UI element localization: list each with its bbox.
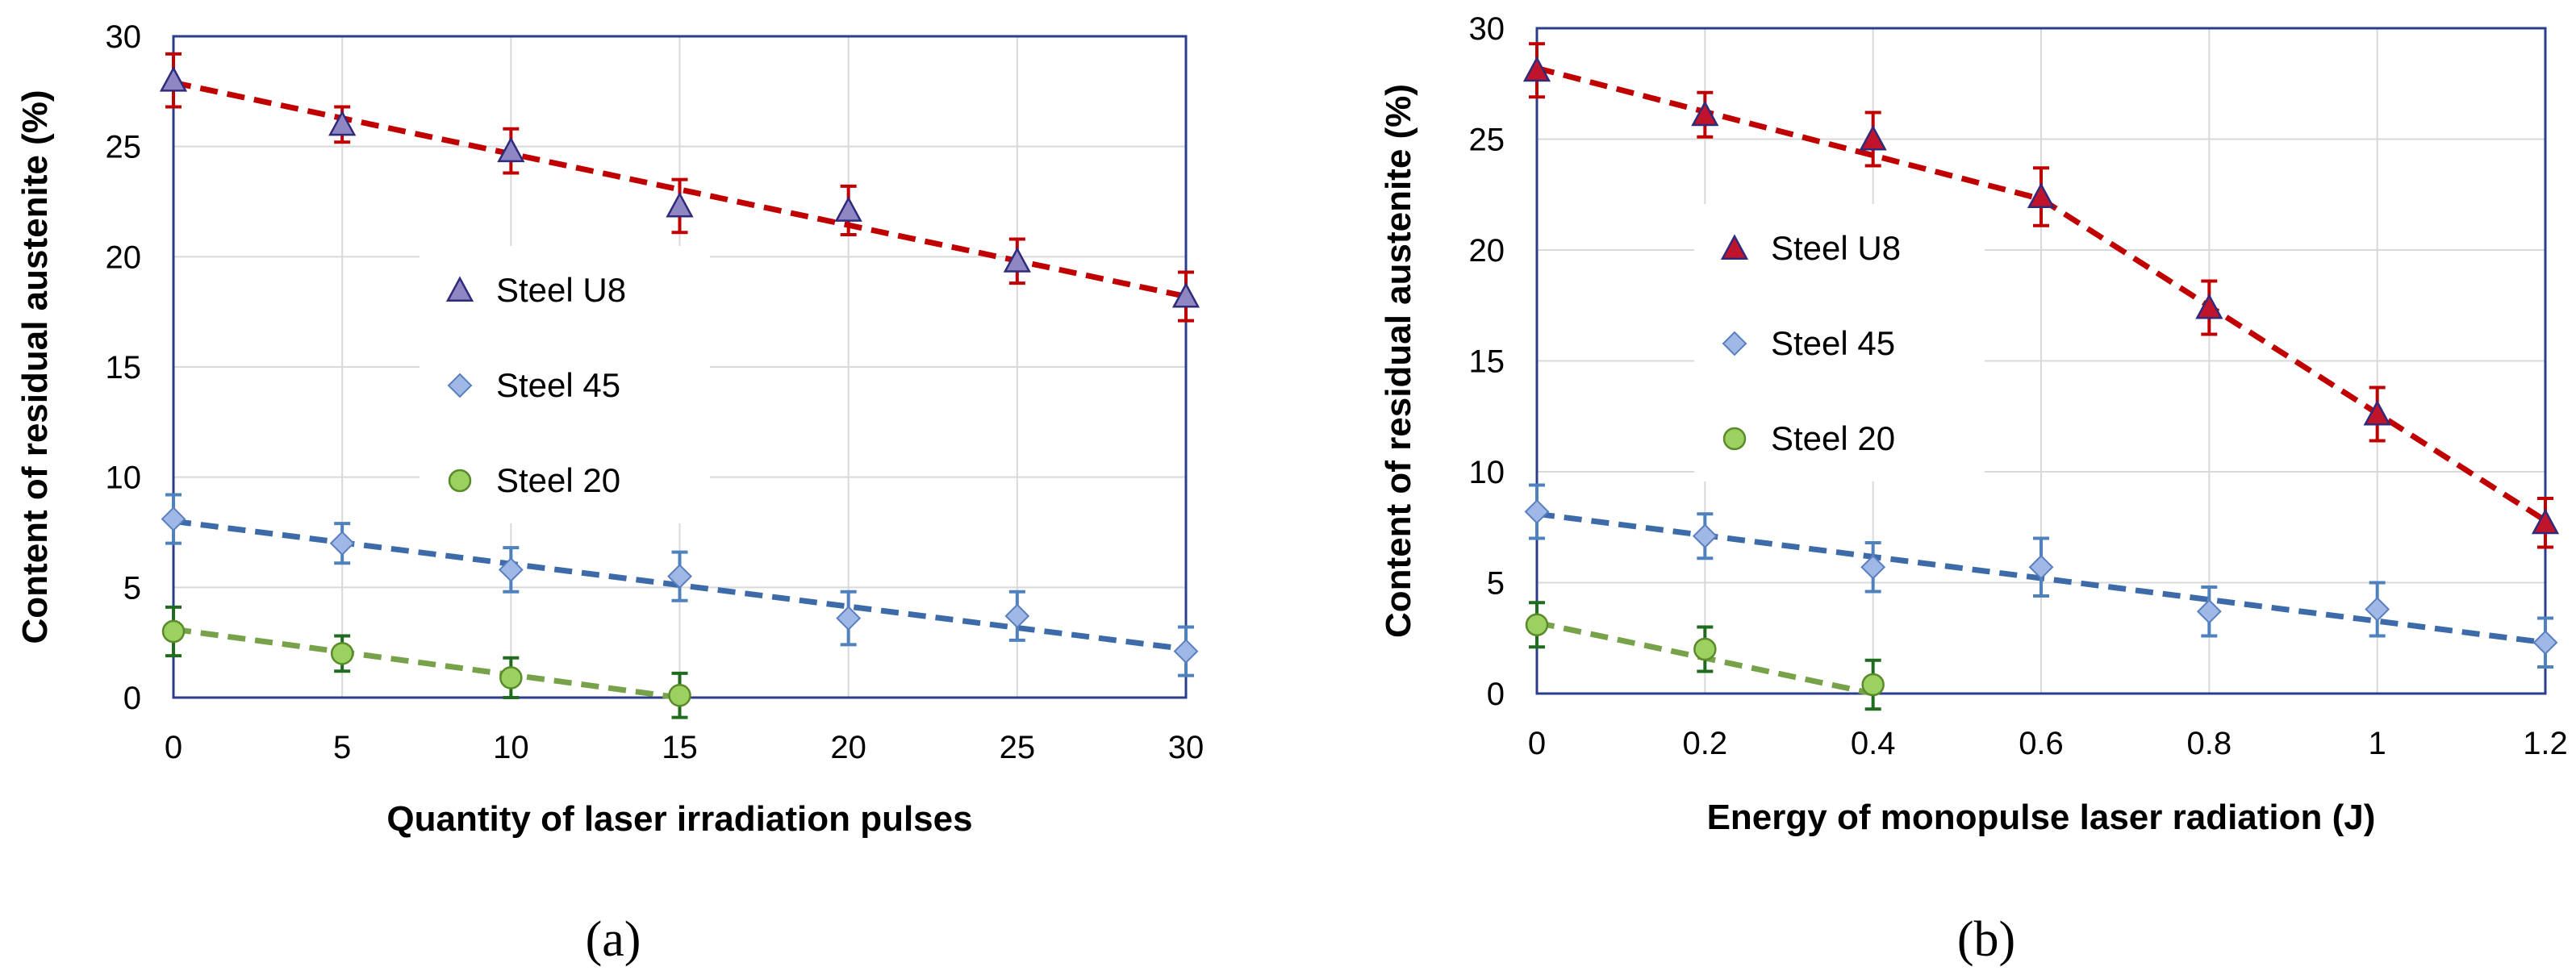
data-point-steel-45 <box>2196 598 2222 624</box>
plot-frame <box>1535 27 2547 695</box>
y-tick-label: 10 <box>1469 455 1505 490</box>
trendline-steel-20 <box>173 626 680 701</box>
chart-panel-a: 0 5 10 15 20 25 30 0 5 10 15 20 25 30 Quantity of lase… <box>15 19 1204 967</box>
x-tick-label: 0.2 <box>1683 726 1728 761</box>
x-tick-label: 0.6 <box>2019 726 2064 761</box>
data-point-steel-20 <box>668 684 691 707</box>
legend-marker-steel-45 <box>447 373 473 398</box>
x-tick-label: 15 <box>662 730 698 765</box>
y-axis-label: Content of residual austenite (%) <box>15 90 55 644</box>
y-tick-label: 25 <box>1469 123 1505 158</box>
data-point-steel-45 <box>667 564 692 590</box>
data-point-steel-u8 <box>834 196 862 222</box>
data-point-steel-45 <box>161 506 186 532</box>
y-tick-label: 0 <box>1487 677 1505 712</box>
data-point-steel-45 <box>1004 603 1030 629</box>
data-point-steel-u8 <box>1522 56 1551 82</box>
data-point-steel-20 <box>499 666 523 690</box>
data-point-steel-20 <box>1693 637 1717 661</box>
y-tick-label: 20 <box>106 240 142 275</box>
legend-label-steel-45: Steel 45 <box>1771 324 1895 362</box>
data-point-steel-u8 <box>497 136 525 163</box>
y-tick-label: 15 <box>106 350 142 385</box>
y-tick-label: 15 <box>1469 344 1505 380</box>
data-point-steel-20 <box>1525 613 1549 636</box>
legend-marker-steel-20 <box>448 469 472 493</box>
data-point-steel-45 <box>498 557 524 582</box>
data-point-steel-u8 <box>2195 293 2223 319</box>
legend-marker-steel-45 <box>1722 331 1747 356</box>
data-point-steel-45 <box>1692 523 1718 549</box>
legend: Steel U8 Steel 45 Steel 20 <box>420 246 710 523</box>
data-point-steel-u8 <box>1859 124 1887 151</box>
legend-marker-steel-u8 <box>1720 234 1749 260</box>
x-tick-label: 0 <box>1528 726 1546 761</box>
data-point-steel-u8 <box>2531 508 2560 535</box>
y-tick-label: 10 <box>106 460 142 496</box>
data-point-steel-u8 <box>328 110 357 136</box>
legend: Steel U8 Steel 45 Steel 20 <box>1694 204 1985 481</box>
legend-label-steel-u8: Steel U8 <box>1771 229 1901 267</box>
data-point-steel-45 <box>1173 639 1199 665</box>
y-tick-label: 30 <box>106 19 142 55</box>
legend-label-steel-20: Steel 20 <box>1771 419 1895 457</box>
data-point-steel-20 <box>330 642 354 665</box>
data-point-steel-20 <box>161 619 186 644</box>
legend-marker-steel-u8 <box>445 276 474 302</box>
x-axis-label: Quantity of laser irradiation pulses <box>386 799 972 839</box>
x-tick-label: 10 <box>493 730 529 765</box>
x-tick-label: 0 <box>165 730 182 765</box>
x-tick-label: 20 <box>830 730 866 765</box>
data-point-steel-45 <box>329 531 355 556</box>
legend-label-steel-45: Steel 45 <box>496 366 620 404</box>
data-point-steel-45 <box>2532 630 2558 656</box>
data-point-steel-u8 <box>2027 182 2056 208</box>
y-tick-label: 30 <box>1469 11 1505 47</box>
x-axis-label: Energy of monopulse laser radiation (J) <box>1707 798 2376 837</box>
y-tick-label: 25 <box>106 130 142 165</box>
data-point-steel-u8 <box>1691 100 1719 127</box>
panel-label: (a) <box>586 912 641 967</box>
data-point-steel-45 <box>1524 499 1550 524</box>
y-tick-label: 0 <box>123 681 141 716</box>
x-tick-label: 0.8 <box>2187 726 2232 761</box>
y-tick-label: 5 <box>123 570 141 606</box>
y-axis-label: Content of residual austenite (%) <box>1379 84 1418 638</box>
panel-label: (b) <box>1957 912 2015 967</box>
data-point-steel-20 <box>1861 673 1885 697</box>
data-point-steel-u8 <box>666 191 694 218</box>
y-tick-label: 20 <box>1469 233 1505 269</box>
x-tick-label: 0.4 <box>1851 726 1896 761</box>
x-tick-label: 5 <box>333 730 351 765</box>
chart-panel-b: 0 0.2 0.4 0.6 0.8 1 1.2 0 5 10 15 20 25 30 Energy of m… <box>1379 11 2568 967</box>
data-point-steel-45 <box>2365 597 2390 622</box>
legend-marker-steel-20 <box>1722 427 1747 451</box>
data-point-steel-u8 <box>159 66 188 92</box>
y-tick-label: 5 <box>1487 566 1505 602</box>
data-point-steel-u8 <box>2363 399 2391 426</box>
x-tick-label: 25 <box>1000 730 1036 765</box>
data-point-steel-u8 <box>1171 281 1200 308</box>
data-point-steel-u8 <box>1003 247 1031 273</box>
x-tick-label: 1.2 <box>2523 726 2568 761</box>
legend-label-steel-u8: Steel U8 <box>496 271 626 309</box>
x-tick-label: 30 <box>1168 730 1204 765</box>
data-point-steel-45 <box>1860 554 1886 580</box>
x-tick-label: 1 <box>2369 726 2386 761</box>
data-point-steel-45 <box>2028 554 2054 580</box>
data-point-steel-45 <box>836 606 862 631</box>
legend-label-steel-20: Steel 20 <box>496 461 620 499</box>
